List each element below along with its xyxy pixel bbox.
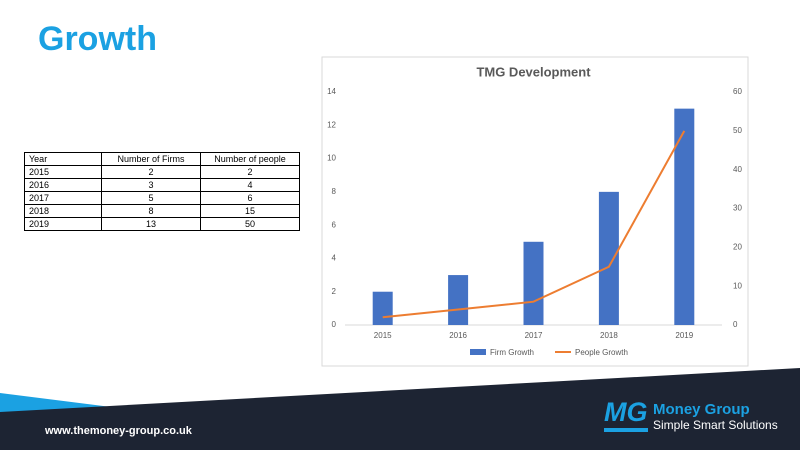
table-cell: 8 [101,204,201,218]
bar [372,291,393,325]
table-cell: 15 [200,204,300,218]
table-cell: 5 [101,191,201,205]
table-cell: 6 [200,191,300,205]
logo-name: Money Group [653,401,750,418]
y2-tick-label: 30 [733,204,742,213]
y-tick-label: 8 [332,187,337,196]
table-cell: 2018 [24,204,102,218]
y-tick-label: 14 [327,87,336,96]
table-header-cell: Number of Firms [101,152,201,166]
y-tick-label: 6 [332,220,337,229]
table-cell: 2019 [24,217,102,231]
footer-url: www.themoney-group.co.uk [44,425,193,437]
table-cell: 2 [200,165,300,179]
table-row: 2015 2 2 [24,165,300,179]
table-row: 2019 13 50 [24,217,300,231]
table-header-cell: Year [24,152,102,166]
table-cell: 2017 [24,191,102,205]
legend-label: Firm Growth [490,348,534,357]
y2-tick-label: 0 [733,320,738,329]
y2-tick-label: 40 [733,165,742,174]
chart-title: TMG Development [476,64,591,79]
y2-tick-label: 50 [733,126,742,135]
table-row: 2018 8 15 [24,204,300,218]
line [382,130,686,319]
y-tick-label: 0 [332,320,337,329]
legend-swatch [470,349,486,355]
x-tick-label: 2018 [600,331,618,340]
table-cell: 2016 [24,178,102,192]
table-cell: 4 [200,178,300,192]
bar [448,275,469,325]
x-tick-label: 2017 [525,331,543,340]
logo-mark: MG [604,397,648,427]
table-row: 2016 3 4 [24,178,300,192]
bar [598,191,619,325]
y-tick-label: 4 [332,254,337,263]
y2-tick-label: 20 [733,242,742,251]
logo-bar [604,428,648,432]
logo-tagline: Simple Smart Solutions [653,418,778,432]
table-row: 2017 5 6 [24,191,300,205]
table-cell: 3 [101,178,201,192]
y2-tick-label: 10 [733,281,742,290]
table-cell: 50 [200,217,300,231]
slide-title: Growth [38,20,157,58]
x-tick-label: 2016 [449,331,467,340]
y-tick-label: 12 [327,120,336,129]
table-cell: 2 [101,165,201,179]
table-cell: 2015 [24,165,102,179]
table-header-cell: Number of people [200,152,300,166]
data-table: Year Number of Firms Number of people 2015 2… [24,152,300,231]
bar [523,241,544,325]
y2-tick-label: 60 [733,87,742,96]
y-tick-label: 10 [327,154,336,163]
footer-band [0,368,800,450]
legend-label: People Growth [575,348,628,357]
x-tick-label: 2015 [374,331,392,340]
y-tick-label: 2 [332,287,337,296]
x-tick-label: 2019 [675,331,693,340]
bar [674,108,695,326]
table-cell: 13 [101,217,201,231]
